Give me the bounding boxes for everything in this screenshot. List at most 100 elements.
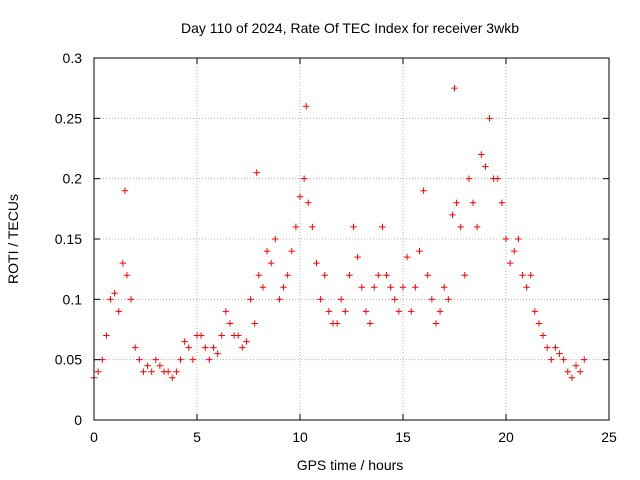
data-point <box>358 284 365 291</box>
data-point <box>107 296 114 303</box>
data-point <box>519 272 526 279</box>
data-point <box>173 368 180 375</box>
x-tick-label: 20 <box>498 429 514 445</box>
data-point <box>486 115 493 122</box>
data-point <box>527 272 534 279</box>
data-point <box>544 344 551 351</box>
data-point <box>511 247 518 255</box>
data-point <box>305 199 312 206</box>
data-point <box>432 320 440 327</box>
data-point <box>453 199 460 206</box>
data-point <box>416 247 423 255</box>
data-point <box>263 247 271 255</box>
data-point <box>436 308 444 315</box>
data-point <box>111 290 118 297</box>
data-point <box>181 338 188 345</box>
data-point <box>202 344 209 351</box>
data-point <box>214 350 221 357</box>
data-point <box>164 368 172 375</box>
data-point <box>560 356 567 363</box>
data-point <box>127 296 135 303</box>
data-point <box>123 272 131 279</box>
data-point <box>226 320 234 327</box>
y-axis-ticks: 0 0.05 0.1 0.15 0.2 0.25 0.3 <box>55 50 609 428</box>
data-point <box>144 362 151 369</box>
data-point <box>366 320 374 327</box>
data-point <box>445 296 452 303</box>
data-point <box>321 272 328 279</box>
data-point <box>119 259 127 267</box>
data-point <box>576 368 584 375</box>
data-point <box>391 296 398 303</box>
data-point <box>276 296 283 303</box>
data-point <box>210 344 217 351</box>
data-point <box>539 332 547 339</box>
data-point <box>156 362 164 369</box>
data-point <box>189 356 197 363</box>
data-point <box>548 356 555 363</box>
data-point <box>465 175 473 182</box>
data-point <box>247 296 254 303</box>
data-point <box>302 103 310 110</box>
data-point <box>568 374 576 381</box>
y-tick-label: 0 <box>74 412 82 428</box>
data-point <box>354 253 361 261</box>
data-point <box>253 169 260 176</box>
data-point <box>115 308 122 315</box>
y-axis-label: ROTI / TECUs <box>5 194 21 284</box>
data-point <box>136 356 143 363</box>
data-point <box>103 332 110 339</box>
data-point <box>185 344 192 351</box>
data-point <box>379 223 386 231</box>
y-tick-label: 0.3 <box>63 50 83 66</box>
x-axis-label: GPS time / hours <box>297 457 404 473</box>
data-point <box>132 344 139 351</box>
data-point <box>449 211 456 219</box>
data-point <box>169 374 176 381</box>
data-point <box>148 368 155 375</box>
data-point <box>473 223 481 231</box>
data-point <box>478 151 485 158</box>
data-point <box>451 84 458 92</box>
data-point <box>313 259 320 267</box>
y-tick-label: 0.05 <box>55 352 82 368</box>
x-tick-label: 25 <box>601 429 617 445</box>
data-point <box>292 223 300 231</box>
data-point <box>350 223 357 231</box>
data-point <box>300 175 308 182</box>
data-point <box>399 284 407 291</box>
data-point <box>370 284 378 291</box>
data-point <box>424 272 431 279</box>
data-point <box>243 338 250 345</box>
data-point <box>408 308 415 315</box>
data-point <box>515 235 522 243</box>
data-point <box>325 308 333 315</box>
data-point <box>506 259 514 267</box>
data-point <box>284 272 291 279</box>
data-point <box>387 284 394 291</box>
y-tick-label: 0.1 <box>63 291 83 307</box>
data-point <box>457 223 464 231</box>
data-point <box>362 308 370 315</box>
data-points <box>90 84 588 381</box>
data-point <box>259 284 267 291</box>
data-point <box>267 259 275 267</box>
data-point <box>255 272 262 279</box>
data-point <box>251 320 258 327</box>
data-point <box>222 308 230 315</box>
data-point <box>428 296 436 303</box>
data-point <box>99 356 106 363</box>
data-point <box>197 332 205 339</box>
data-point <box>572 362 580 369</box>
data-point <box>420 187 427 194</box>
data-point <box>531 308 539 315</box>
data-point <box>502 235 510 243</box>
x-tick-label: 5 <box>193 429 201 445</box>
data-point <box>498 199 506 206</box>
data-point <box>523 284 530 291</box>
x-tick-label: 0 <box>90 429 98 445</box>
data-point <box>342 308 349 315</box>
data-point <box>272 235 279 243</box>
